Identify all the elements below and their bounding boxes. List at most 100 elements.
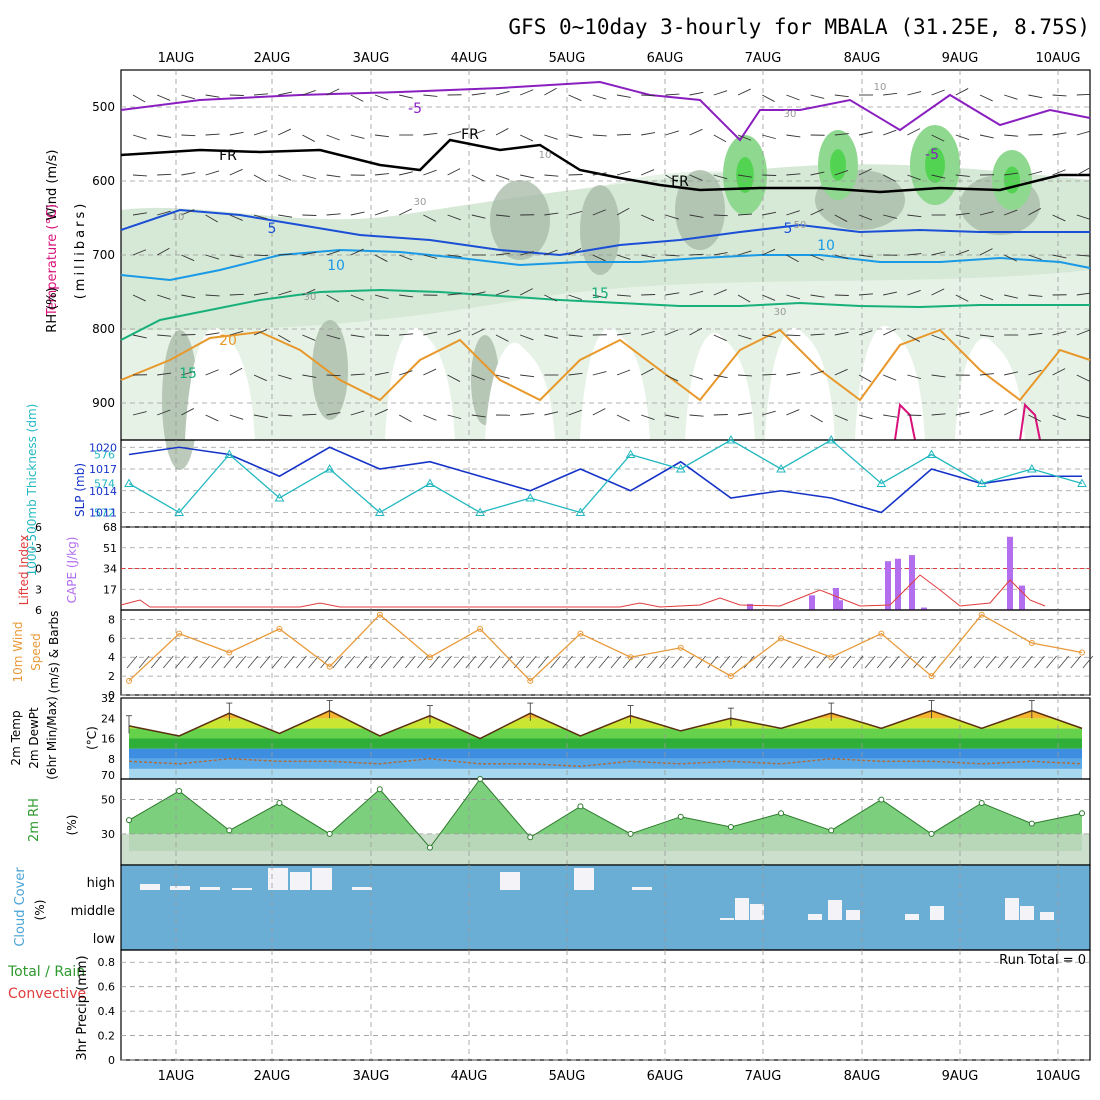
upper-temp-legend: Temperature (°C) xyxy=(45,204,60,317)
wind10-barb xyxy=(1009,655,1021,669)
middle-cloud-block xyxy=(1040,912,1054,920)
wind-barb xyxy=(1028,208,1041,216)
date-label-bottom: 4AUG xyxy=(451,1069,488,1084)
wind-barb xyxy=(592,254,606,262)
wind-barb xyxy=(253,93,268,96)
rh2m-label-2: (%) xyxy=(65,815,79,836)
wind-barb xyxy=(205,369,219,376)
wind-speed-point xyxy=(677,644,684,651)
wind10-barb xyxy=(441,655,452,669)
thickness-marker xyxy=(475,507,485,516)
temp-tick-label: 16 xyxy=(101,733,115,746)
wind-barb xyxy=(616,369,631,376)
thickness-tick-label: 574 xyxy=(94,478,115,491)
thickness-marker xyxy=(174,507,185,516)
wind10-barb xyxy=(598,655,610,669)
temperature-contour-warm xyxy=(894,402,916,441)
high-cloud-block xyxy=(352,887,372,890)
wind10-barb xyxy=(247,655,259,669)
wind-tick-label: 2 xyxy=(108,670,115,683)
cape-bar xyxy=(1007,536,1013,610)
middle-cloud-block xyxy=(828,900,842,920)
wind-barb xyxy=(665,414,680,419)
precip-axis-label: 3hr Precip (mm) xyxy=(75,955,90,1060)
wind-barb xyxy=(495,128,509,136)
wind-barb xyxy=(471,328,485,336)
wind10-barb xyxy=(259,655,271,669)
wind-barb xyxy=(665,174,678,183)
wind-barb xyxy=(205,254,220,260)
wind-barb xyxy=(834,94,849,98)
contour-label: 30 xyxy=(414,197,427,208)
cloud-background xyxy=(121,865,1090,950)
wind-barb xyxy=(1028,414,1042,422)
wind-barb xyxy=(568,210,583,216)
contour-label: 10 xyxy=(327,258,345,274)
wind-barb xyxy=(834,331,849,336)
precip-panel: 0.8 0.6 0.4 0.2 0 xyxy=(98,949,1091,1067)
wind-barb xyxy=(883,129,897,136)
wind-barb xyxy=(713,252,728,256)
wind10-barb xyxy=(1022,655,1033,669)
wind-label-3: (m/s) & Barbs xyxy=(47,611,61,694)
rh-point xyxy=(828,827,835,834)
wind10-barb xyxy=(235,655,247,669)
wind-barb xyxy=(471,129,486,136)
rh-point xyxy=(426,844,433,851)
date-label-bottom: 2AUG xyxy=(254,1069,291,1084)
wind-barb xyxy=(762,248,776,256)
temp-band-group xyxy=(129,710,1082,779)
wind-barb xyxy=(786,134,801,138)
wind-barb xyxy=(616,294,631,297)
rh-point xyxy=(176,788,183,794)
temp-band xyxy=(129,728,1082,739)
wind-barb xyxy=(786,254,799,263)
temp-line xyxy=(128,709,1083,740)
convective-column xyxy=(685,332,755,440)
wind-barb xyxy=(1004,209,1018,216)
wind-barb xyxy=(786,210,800,216)
wind-barb xyxy=(834,368,848,376)
wind-barb xyxy=(350,294,364,301)
wind-barb xyxy=(883,214,897,219)
wind-tick-label: 4 xyxy=(108,651,115,664)
wind-barb xyxy=(544,87,557,96)
wind-barb xyxy=(858,330,873,336)
temperature-contour xyxy=(120,288,1090,341)
wind-speed-point xyxy=(828,654,835,661)
wind-barb xyxy=(253,214,268,220)
date-label-bottom: 10AUG xyxy=(1035,1069,1080,1084)
wind-barb xyxy=(132,411,147,416)
wind10-barb xyxy=(634,655,646,669)
cape-bar xyxy=(837,600,843,610)
wind-barb xyxy=(278,290,292,296)
wind10-barb xyxy=(707,655,719,669)
middle-cloud-block xyxy=(930,906,944,920)
wind-barb xyxy=(713,214,728,217)
wind-barb xyxy=(181,254,195,262)
contour-label: 30 xyxy=(304,292,317,303)
wind10-barb xyxy=(368,655,380,669)
wind-barb xyxy=(253,414,268,419)
cloud-label-2: (%) xyxy=(33,900,47,921)
wind-barb xyxy=(302,334,316,341)
wind-speed-point xyxy=(978,611,985,618)
rh2m-labels: 2m RH (%) xyxy=(27,798,79,842)
wind10-barb xyxy=(1034,655,1045,669)
wind-barb xyxy=(955,411,970,416)
lifted-tick-label: -3 xyxy=(31,542,42,555)
wind-barb xyxy=(1052,132,1067,136)
cape-bar xyxy=(885,561,891,610)
high-cloud-block xyxy=(232,888,252,890)
wind-barb xyxy=(447,168,461,176)
wind-barb xyxy=(350,334,365,338)
temp-band xyxy=(129,768,1082,779)
wind-barb xyxy=(907,174,921,181)
wind10-barb xyxy=(622,655,634,669)
wind-tick-label: 8 xyxy=(108,613,115,626)
wind-barb xyxy=(641,254,656,259)
wind-barb xyxy=(858,131,873,136)
wind-barb xyxy=(858,414,873,420)
rh-point xyxy=(126,817,132,824)
wind-barb xyxy=(979,94,993,102)
